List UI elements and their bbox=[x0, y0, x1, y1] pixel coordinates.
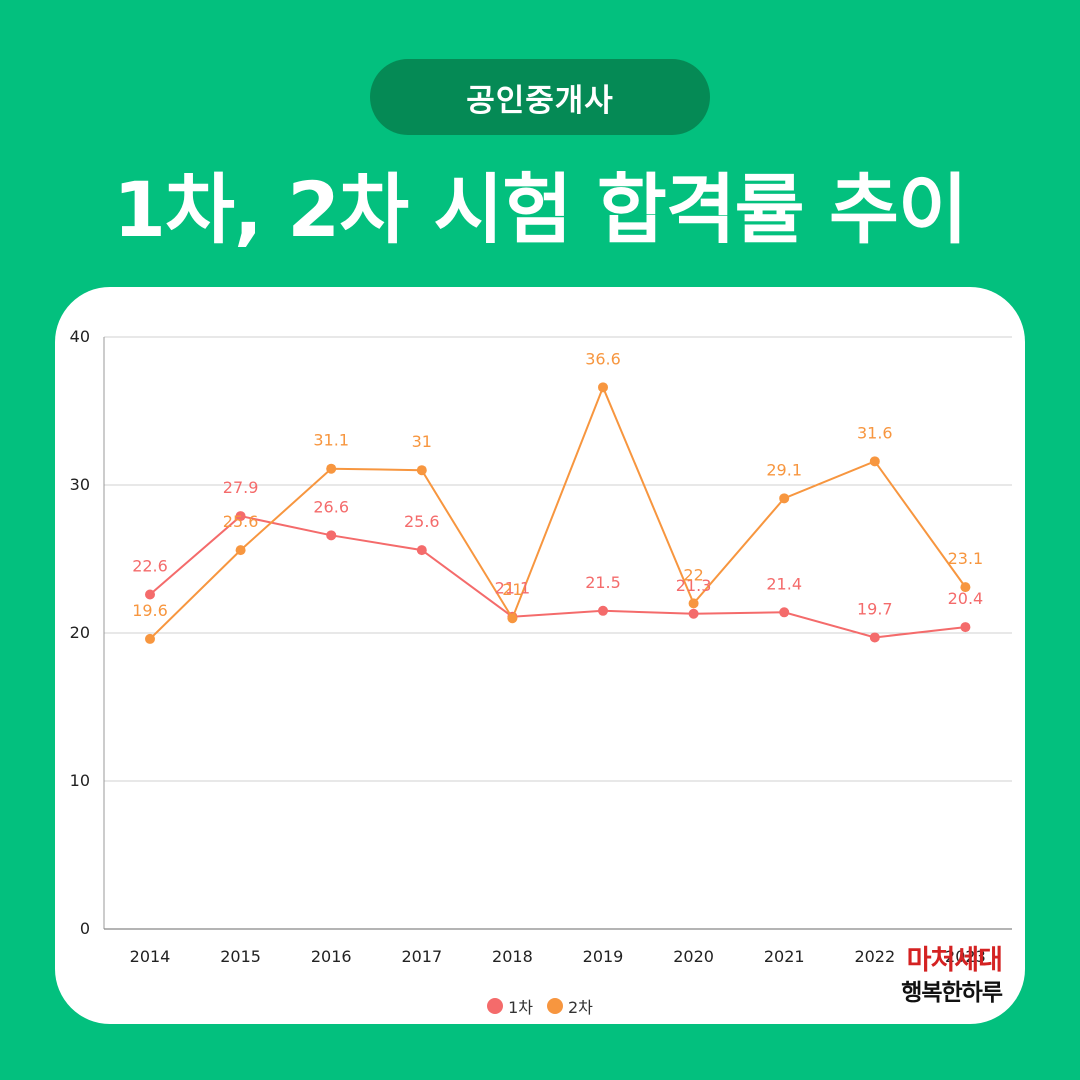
data-label: 21.5 bbox=[585, 573, 621, 592]
category-label: 공인중개사 bbox=[466, 82, 614, 119]
x-tick-label: 2019 bbox=[583, 947, 624, 966]
x-tick-label: 2015 bbox=[220, 947, 261, 966]
data-point bbox=[145, 633, 155, 644]
x-tick-label: 2018 bbox=[492, 947, 533, 966]
data-point bbox=[598, 605, 608, 616]
data-label: 21.1 bbox=[495, 579, 531, 598]
legend: 1차 2차 bbox=[0, 994, 1080, 1018]
category-badge: 공인중개사 bbox=[370, 59, 710, 135]
data-point bbox=[416, 545, 427, 556]
data-point bbox=[688, 598, 699, 609]
data-point bbox=[235, 511, 246, 522]
series-line bbox=[149, 514, 966, 639]
x-tick-label: 2017 bbox=[401, 947, 442, 966]
data-point bbox=[960, 622, 971, 633]
data-label: 20.4 bbox=[948, 589, 984, 608]
data-label: 25.6 bbox=[404, 512, 440, 531]
y-tick-label: 30 bbox=[70, 475, 90, 494]
legend-item-series-1[interactable]: 1차 bbox=[487, 994, 533, 1018]
data-label: 19.6 bbox=[132, 601, 168, 620]
data-point bbox=[598, 382, 608, 393]
data-label: 21 bbox=[502, 580, 522, 599]
y-tick-label: 0 bbox=[80, 919, 90, 938]
x-tick-label: 2021 bbox=[764, 947, 805, 966]
series-line bbox=[149, 384, 967, 640]
data-point bbox=[416, 465, 427, 476]
data-point bbox=[145, 589, 155, 600]
data-label: 27.9 bbox=[223, 478, 259, 497]
data-label: 25.6 bbox=[223, 512, 259, 531]
data-label: 26.6 bbox=[313, 497, 349, 516]
legend-label: 2차 bbox=[568, 998, 593, 1017]
brand-logo: 마처세대 행복한하루 bbox=[901, 944, 1003, 1008]
data-label: 19.7 bbox=[857, 599, 893, 618]
x-tick-label: 2023 bbox=[945, 947, 986, 966]
grid bbox=[104, 336, 1012, 782]
x-tick-label: 2022 bbox=[854, 947, 895, 966]
x-tick-label: 2016 bbox=[311, 947, 352, 966]
data-point bbox=[235, 545, 246, 556]
data-point bbox=[960, 582, 971, 593]
data-point bbox=[326, 530, 337, 541]
x-tick-label: 2014 bbox=[130, 947, 171, 966]
legend-label: 1차 bbox=[508, 998, 533, 1017]
data-label: 21.3 bbox=[676, 576, 712, 595]
data-point bbox=[869, 632, 880, 643]
data-labels: 22.6 27.9 26.6 25.6 21.1 21.5 21.3 21.4 19.7 20.4… bbox=[132, 349, 983, 620]
chart-card bbox=[55, 287, 1025, 1024]
y-tick-label: 20 bbox=[70, 623, 90, 642]
page-title: 1차, 2차 시험 합격률 추이 bbox=[113, 165, 968, 254]
data-label: 31.1 bbox=[313, 431, 349, 450]
brand-name: 마처세대 bbox=[906, 945, 1003, 976]
legend-marker-icon bbox=[487, 998, 504, 1014]
data-label: 31 bbox=[412, 432, 432, 451]
data-label: 21.4 bbox=[766, 574, 802, 593]
data-label: 22.6 bbox=[132, 557, 168, 576]
data-label: 36.6 bbox=[585, 349, 621, 368]
brand-subtitle: 행복한하루 bbox=[901, 980, 1003, 1006]
x-tick-label: 2020 bbox=[673, 947, 714, 966]
series bbox=[145, 382, 971, 644]
data-point bbox=[326, 463, 337, 474]
data-label: 22 bbox=[683, 565, 703, 584]
data-point bbox=[779, 607, 790, 618]
legend-marker-icon bbox=[547, 998, 563, 1014]
data-point bbox=[869, 456, 880, 467]
data-point bbox=[779, 493, 790, 504]
y-tick-label: 40 bbox=[70, 327, 90, 346]
data-label: 31.6 bbox=[857, 423, 893, 442]
axes: 0 10 20 30 40 2014 2015 2016 2017 2018 2019 2020 202… bbox=[70, 327, 1012, 966]
legend-item-series-2[interactable]: 2차 bbox=[547, 994, 593, 1018]
data-point bbox=[507, 613, 518, 624]
y-tick-label: 10 bbox=[70, 771, 90, 790]
data-label: 29.1 bbox=[766, 460, 802, 479]
data-point bbox=[688, 608, 699, 619]
data-label: 23.1 bbox=[948, 549, 984, 568]
